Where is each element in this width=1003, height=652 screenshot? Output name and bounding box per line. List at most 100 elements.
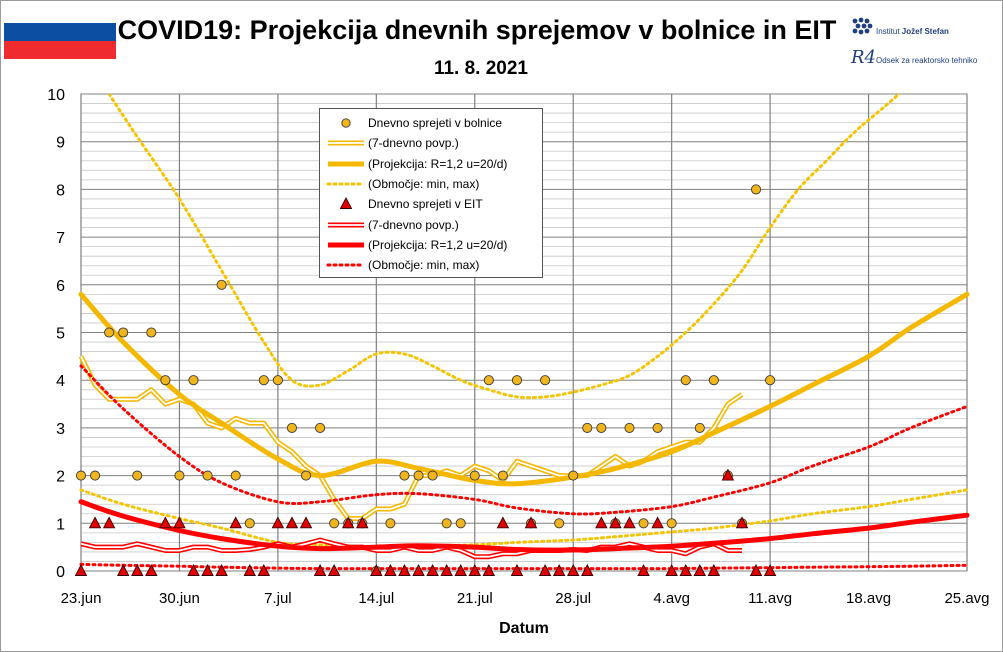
- ijs-logo-icon: [852, 17, 873, 35]
- hospital-admission-point: [680, 375, 691, 386]
- icu-admission-point: [538, 564, 552, 576]
- slovenia-flag-icon: [4, 5, 116, 59]
- hospital-admission-point: [385, 518, 396, 529]
- hospital-projection-line: [78, 291, 970, 487]
- icu-admission-point: [398, 564, 411, 576]
- icu-admission-point: [370, 564, 383, 576]
- legend-label: Dnevno sprejeti v bolnice: [368, 116, 503, 130]
- icu-admission-point: [131, 564, 144, 576]
- y-tick-label: 10: [47, 87, 65, 104]
- hospital-admission-point: [286, 422, 298, 433]
- legend-item: (Območje: min, max): [320, 174, 542, 194]
- hospital-admission-point: [694, 422, 705, 433]
- hospital-admission-point: [511, 375, 523, 386]
- hospital-admission-point: [75, 470, 87, 481]
- icu-admission-point: [412, 564, 425, 576]
- hospital-admission-point: [160, 375, 171, 386]
- y-tick-label: 4: [56, 373, 65, 390]
- icu-admission-point: [566, 564, 580, 576]
- hospital-admission-point: [188, 375, 199, 386]
- icu-admission-point: [679, 564, 692, 576]
- chart-subtitle: 11. 8. 2021: [433, 58, 529, 79]
- x-tick-label: 30.jun: [159, 590, 200, 607]
- legend-item: (Projekcija: R=1,2 u=20/d): [320, 235, 542, 255]
- double-line-yellow-icon: [328, 140, 364, 146]
- icu-admission-point: [299, 516, 313, 529]
- hospital-admission-point: [708, 375, 719, 386]
- icu-admission-point: [468, 564, 482, 576]
- icu-admission-point: [341, 516, 355, 529]
- icu-admission-point: [581, 564, 594, 576]
- icu-double-line-line: [80, 537, 742, 560]
- icu-admission-point: [116, 564, 130, 576]
- legend-label: (7-dnevno povp.): [368, 217, 459, 232]
- hospital-admission-point: [413, 470, 424, 481]
- triangle-marker-icon: [339, 197, 353, 210]
- x-tick-label: 7.jul: [264, 590, 292, 607]
- circle-marker-icon: [341, 118, 351, 128]
- y-tick-label: 0: [56, 564, 65, 581]
- x-tick-label: 11.avg: [748, 590, 792, 607]
- hospital-admission-point: [652, 422, 663, 433]
- hospital-admission-point: [455, 518, 466, 529]
- chart-legend: Dnevno sprejeti v bolnice (7-dnevno povp.…: [319, 108, 543, 278]
- icu-admission-point: [271, 516, 285, 529]
- y-tick-label: 5: [56, 326, 65, 343]
- icu-admission-point: [707, 564, 721, 576]
- hospital-admission-point: [272, 375, 283, 386]
- icu-admission-point: [609, 516, 622, 529]
- icu-admission-point: [426, 564, 439, 576]
- x-axis-labels: 23.jun 30.jun 7.jul 14.jul 21.jul 28.jul 4.avg…: [61, 590, 990, 607]
- x-tick-label: 25.avg: [944, 590, 989, 607]
- icu-admission-point: [693, 564, 707, 576]
- icu-admission-point: [623, 516, 636, 529]
- hospital-admission-point: [258, 375, 269, 386]
- hospital-admission-point: [90, 470, 101, 481]
- hospital-admission-point: [540, 375, 551, 386]
- hospital-admission-point: [750, 184, 762, 195]
- y-tick-label: 8: [56, 182, 65, 199]
- hospital-admission-point: [483, 375, 494, 386]
- icu-admission-point: [173, 516, 186, 529]
- icu-admission-point: [510, 564, 524, 576]
- double-line-red-icon: [328, 222, 364, 227]
- icu-admission-point: [313, 564, 327, 576]
- legend-label: (Območje: min, max): [368, 258, 480, 273]
- hospital-admission-point: [174, 470, 185, 481]
- x-axis-title: Datum: [499, 620, 549, 637]
- thick-line-red-icon: [328, 242, 364, 248]
- ijs-logo-text: Institut Jožef Stefan: [876, 27, 949, 36]
- legend-label: (Projekcija: R=1,2 u=20/d): [368, 237, 508, 252]
- hospital-admission-point: [132, 470, 143, 481]
- hospital-admission-point: [244, 518, 255, 529]
- x-tick-label: 21.jul: [457, 590, 493, 607]
- icu-admission-point: [651, 516, 664, 529]
- hospital-admission-point: [300, 470, 312, 481]
- plot-border: [80, 93, 968, 572]
- x-tick-label: 18.avg: [846, 590, 891, 607]
- icu-admission-point: [496, 516, 510, 529]
- hospital-admission-point: [624, 422, 635, 433]
- chart-markers: [74, 184, 777, 577]
- icu-admission-point: [552, 564, 566, 576]
- hospital-admission-point: [230, 470, 241, 481]
- icu-admission-point: [88, 516, 102, 529]
- y-axis-labels: 0 1 2 3 4 5 6 7 8 9 10: [47, 87, 65, 581]
- thick-line-yellow-icon: [328, 161, 364, 167]
- icu-admission-point: [145, 564, 158, 576]
- icu-admission-point: [229, 516, 242, 529]
- hospital-admission-point: [568, 470, 579, 481]
- icu-admission-point: [102, 516, 116, 529]
- icu-admission-point: [637, 564, 650, 576]
- hospital-admission-point: [469, 470, 480, 481]
- hospital-admission-point: [216, 279, 227, 290]
- legend-label: Dnevno sprejeti v EIT: [368, 197, 483, 212]
- y-tick-label: 3: [56, 421, 65, 438]
- icu-admission-point: [524, 516, 538, 529]
- hospital-range-min-line: [79, 488, 969, 549]
- icu-admission-point: [721, 468, 735, 481]
- icu-admission-point: [327, 564, 341, 576]
- icu-admission-point: [257, 564, 271, 576]
